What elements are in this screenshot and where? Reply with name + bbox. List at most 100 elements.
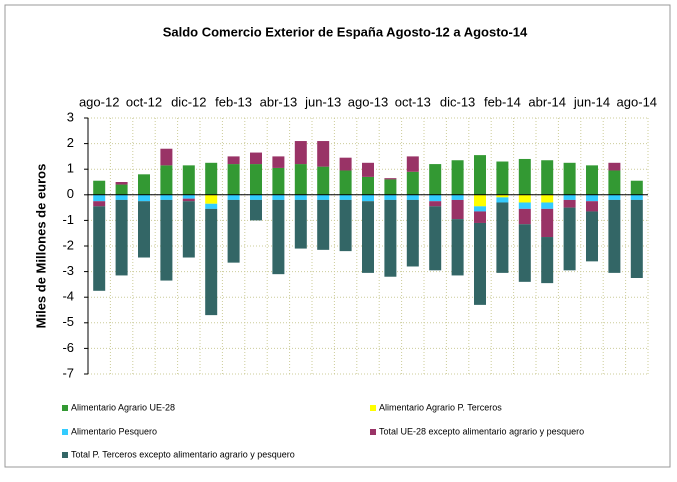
x-tick-label: ago-12 bbox=[79, 94, 119, 109]
legend-marker bbox=[62, 429, 68, 435]
bar-segment bbox=[429, 201, 442, 207]
bar-segment bbox=[630, 199, 643, 278]
bar-segment bbox=[451, 160, 464, 195]
bar-segment bbox=[384, 179, 397, 195]
y-tick-label: 0 bbox=[67, 186, 74, 201]
bar-segment bbox=[384, 199, 397, 277]
legend-label: Alimentario Pesquero bbox=[71, 426, 157, 436]
y-tick-label: -3 bbox=[62, 263, 74, 278]
bar-segment bbox=[294, 141, 307, 165]
bar-segment bbox=[339, 157, 352, 171]
bar-segment bbox=[250, 152, 262, 165]
bar-segment bbox=[182, 194, 195, 199]
bar-segment bbox=[93, 201, 106, 207]
bar-segment bbox=[160, 194, 173, 200]
bar-segment bbox=[339, 170, 352, 195]
bar-segment bbox=[227, 164, 240, 195]
x-tick-label: abr-13 bbox=[260, 94, 298, 109]
bar-segment bbox=[429, 194, 442, 202]
bar-segment bbox=[384, 178, 397, 180]
y-axis-label: Miles de Millones de euros bbox=[33, 164, 48, 329]
bar-segment bbox=[272, 156, 285, 168]
bar-segment bbox=[205, 194, 218, 204]
bar-segment bbox=[362, 194, 374, 202]
legend-marker bbox=[62, 405, 68, 411]
bar-segment bbox=[474, 194, 486, 207]
bar-segment bbox=[563, 162, 576, 195]
bar-segment bbox=[205, 203, 218, 209]
legend-label: Alimentario Agrario P. Terceros bbox=[379, 402, 502, 412]
bar-segment bbox=[272, 194, 285, 200]
x-tick-label: abr-14 bbox=[528, 94, 566, 109]
bar-segment bbox=[406, 194, 419, 200]
bar-segment bbox=[362, 176, 374, 195]
bar-segment bbox=[182, 165, 195, 195]
bar-segment bbox=[362, 162, 374, 177]
bar-segment bbox=[518, 158, 531, 195]
bar-segment bbox=[563, 199, 576, 208]
bar-segment bbox=[93, 180, 106, 195]
bar-segment bbox=[451, 219, 464, 276]
bar-segment bbox=[138, 194, 150, 202]
bar-segment bbox=[608, 199, 621, 273]
legend-marker bbox=[370, 405, 376, 411]
bar-segment bbox=[272, 199, 285, 275]
bar-segment bbox=[496, 194, 509, 198]
y-tick-label: -4 bbox=[62, 289, 74, 304]
bar-segment bbox=[608, 194, 621, 200]
bar-segment bbox=[451, 199, 464, 220]
bar-segment bbox=[406, 199, 419, 267]
bar-segment bbox=[160, 148, 173, 166]
bar-segment bbox=[138, 201, 150, 258]
legend-marker bbox=[62, 452, 68, 458]
bar-segment bbox=[496, 161, 509, 195]
bar-segment bbox=[518, 194, 531, 203]
bar-segment bbox=[608, 170, 621, 195]
y-tick-label: 3 bbox=[67, 109, 74, 124]
bar-segment bbox=[227, 194, 240, 200]
bar-segment bbox=[541, 208, 554, 238]
bar-segment bbox=[496, 202, 509, 273]
x-tick-label: jun-13 bbox=[304, 94, 341, 109]
bar-segment bbox=[93, 194, 106, 202]
bar-segment bbox=[630, 180, 643, 195]
bar-segment bbox=[115, 194, 128, 200]
bar-segment bbox=[250, 194, 262, 200]
x-tick-label: ago-14 bbox=[617, 94, 657, 109]
bar-segment bbox=[294, 199, 307, 249]
legend-label: Total P. Terceros excepto alimentario ag… bbox=[71, 449, 295, 459]
bar-segment bbox=[406, 171, 419, 195]
bar-segment bbox=[205, 162, 218, 195]
legend-marker bbox=[370, 429, 376, 435]
legend-label: Alimentario Agrario UE-28 bbox=[71, 402, 175, 412]
bar-segment bbox=[586, 194, 598, 202]
bar-segment bbox=[294, 194, 307, 200]
y-tick-label: -7 bbox=[62, 365, 74, 380]
bar-segment bbox=[138, 174, 150, 195]
bar-segment bbox=[160, 165, 173, 195]
bar-segment bbox=[563, 194, 576, 200]
bar-segment bbox=[93, 206, 106, 291]
bar-segment bbox=[474, 155, 486, 195]
bar-segment bbox=[160, 199, 173, 281]
x-tick-label: feb-13 bbox=[215, 94, 252, 109]
y-tick-label: -5 bbox=[62, 314, 74, 329]
y-tick-label: 1 bbox=[67, 161, 74, 176]
bar-segment bbox=[518, 208, 531, 225]
bar-segment bbox=[429, 164, 442, 195]
bar-segment bbox=[474, 211, 486, 223]
bar-segment bbox=[474, 206, 486, 212]
x-tick-label: dic-13 bbox=[440, 94, 475, 109]
bar-segment bbox=[317, 141, 330, 167]
bar-segment bbox=[317, 166, 330, 195]
bar-segment bbox=[563, 207, 576, 271]
bar-segment bbox=[384, 194, 397, 200]
x-tick-label: jun-14 bbox=[573, 94, 610, 109]
bar-segment bbox=[541, 194, 554, 203]
bar-segment bbox=[115, 182, 128, 185]
bar-segment bbox=[317, 194, 330, 200]
y-tick-label: -2 bbox=[62, 237, 74, 252]
bar-segment bbox=[496, 197, 509, 203]
bar-segment bbox=[630, 194, 643, 200]
